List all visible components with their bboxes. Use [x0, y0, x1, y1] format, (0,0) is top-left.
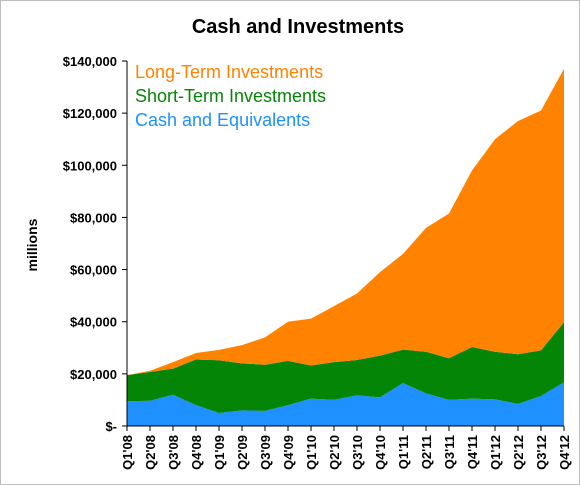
legend-entry-cash-and-equivalents: Cash and Equivalents — [135, 110, 310, 130]
legend-entry-long-term-investments: Long-Term Investments — [135, 62, 323, 82]
plot-area: $- $20,000 $40,000 $60,000 $80,000 $100,000 $1… — [63, 54, 572, 470]
y-tick-label: $20,000 — [70, 367, 117, 382]
area-short-term-investments — [127, 322, 564, 413]
x-tick-label: Q3'12 — [534, 435, 549, 470]
x-tick-label: Q3'09 — [258, 435, 273, 470]
area-cash-and-equivalents — [127, 382, 564, 426]
x-tick-label: Q1'12 — [488, 435, 503, 470]
x-tick-label: Q3'11 — [442, 435, 457, 469]
area-long-term-investments — [127, 68, 564, 376]
y-axis-label: millions — [24, 218, 40, 271]
x-tick-label: Q4'10 — [373, 435, 388, 470]
x-tick-label: Q2'10 — [327, 435, 342, 470]
x-tick-label: Q2'12 — [511, 435, 526, 470]
y-tick-label: $140,000 — [63, 54, 117, 69]
y-tick-label: $- — [105, 419, 117, 434]
x-tick-label: Q2'09 — [235, 435, 250, 470]
x-tick-label: Q2'08 — [143, 435, 158, 470]
x-tick-label: Q4'11 — [465, 435, 480, 469]
x-tick-label: Q4'09 — [281, 435, 296, 470]
legend: Long-Term Investments Short-Term Investme… — [135, 62, 326, 130]
x-tick-label: Q3'08 — [166, 435, 181, 470]
x-tick-label: Q1'08 — [120, 435, 135, 470]
x-tick-label: Q3'10 — [350, 435, 365, 470]
y-tick-label: $80,000 — [70, 210, 117, 225]
y-tick-label: $40,000 — [70, 315, 117, 330]
chart-title: Cash and Investments — [192, 16, 404, 38]
legend-entry-short-term-investments: Short-Term Investments — [135, 86, 326, 106]
x-tick-label: Q4'12 — [557, 435, 572, 470]
x-tick-label: Q1'10 — [304, 435, 319, 470]
x-tick-label: Q1'11 — [396, 435, 411, 469]
x-tick-label: Q4'08 — [189, 435, 204, 470]
x-tick-label: Q1'09 — [212, 435, 227, 470]
x-tick-label: Q2'11 — [419, 435, 434, 469]
y-tick-label: $120,000 — [63, 106, 117, 121]
y-tick-label: $100,000 — [63, 158, 117, 173]
y-tick-label: $60,000 — [70, 263, 117, 278]
